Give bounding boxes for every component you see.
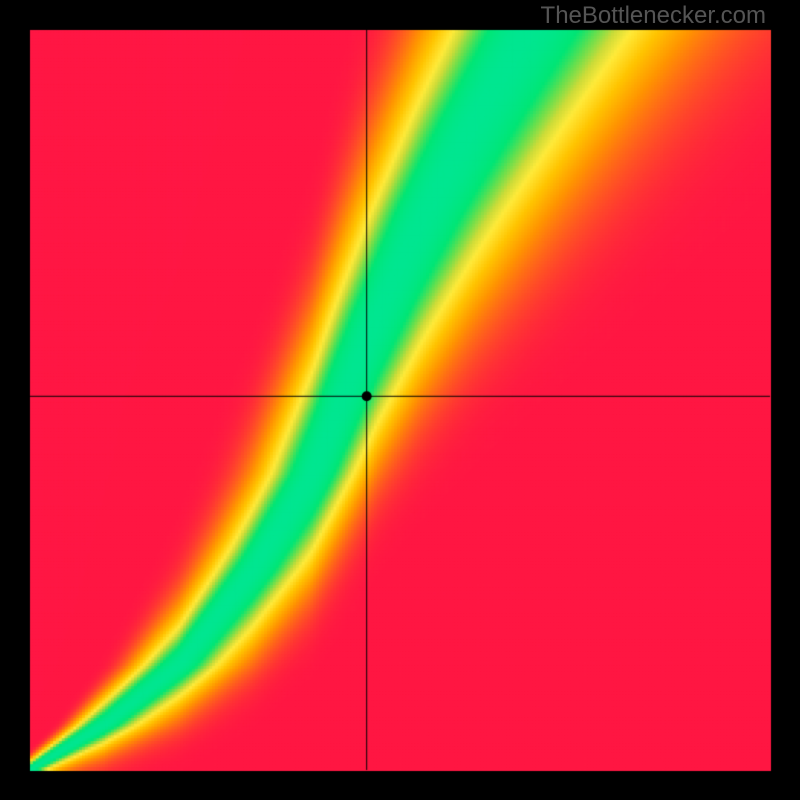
chart-container: TheBottlenecker.com: [0, 0, 800, 800]
bottleneck-heatmap: [0, 0, 800, 800]
watermark-text: TheBottlenecker.com: [541, 2, 766, 30]
